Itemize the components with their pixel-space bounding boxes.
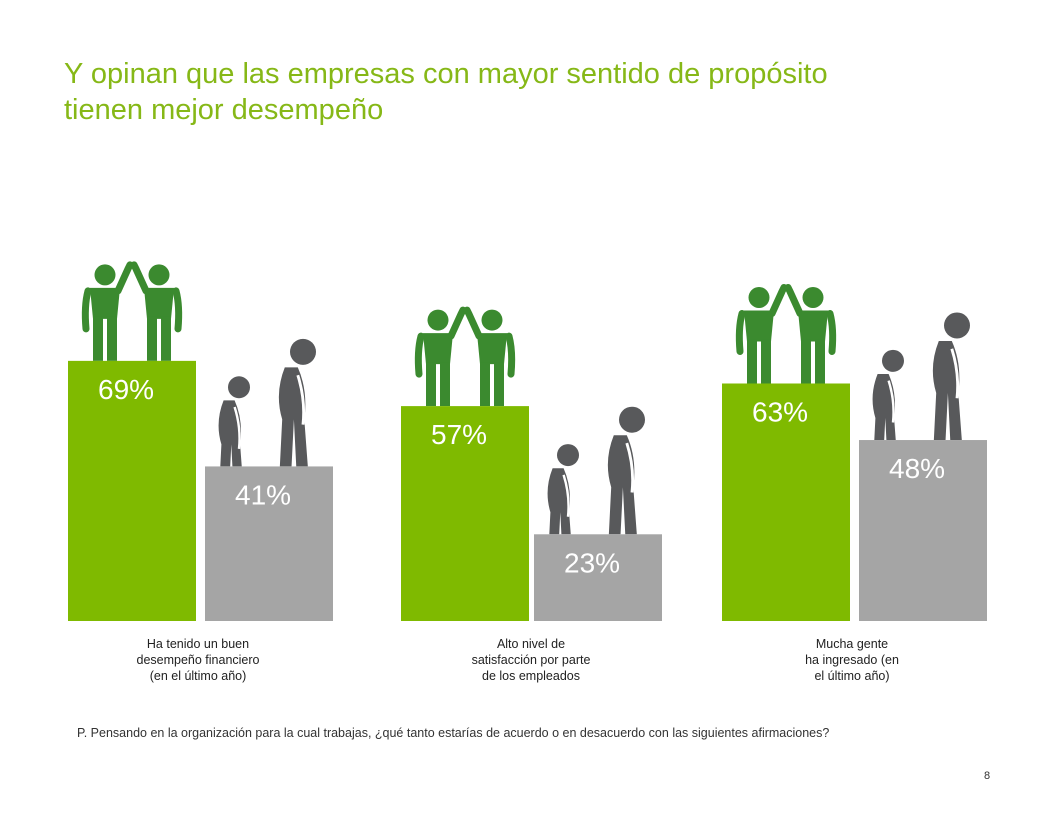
sad-people-icon xyxy=(872,312,970,441)
bar-low-1 xyxy=(205,466,333,621)
page-number: 8 xyxy=(984,770,991,782)
bar-high-3 xyxy=(722,383,850,621)
bar-low-label-1: 41% xyxy=(235,479,291,510)
bar-low-3 xyxy=(859,440,987,621)
survey-question-footnote: P. Pensando en la organización para la c… xyxy=(77,726,830,740)
high-five-people-icon xyxy=(414,306,516,407)
bar-high-2 xyxy=(401,406,529,621)
sad-people-icon xyxy=(547,406,645,535)
bar-high-label-3: 63% xyxy=(752,396,808,427)
bar-high-label-2: 57% xyxy=(431,419,487,450)
category-label-1: Ha tenido un buen desempeño financiero (… xyxy=(136,637,260,683)
title-line-1: Y opinan que las empresas con mayor sent… xyxy=(64,58,828,90)
bar-high-label-1: 69% xyxy=(98,374,154,405)
sad-people-icon xyxy=(218,338,316,467)
category-label-2: Alto nivel de satisfacción por parte de … xyxy=(471,637,591,683)
category-label-3: Mucha gente ha ingresado (en el último a… xyxy=(805,637,899,683)
bar-low-2 xyxy=(534,534,662,621)
bar-low-label-3: 48% xyxy=(889,453,945,484)
high-five-people-icon xyxy=(81,261,183,361)
bar-low-label-2: 23% xyxy=(564,547,620,578)
title-line-2: tienen mejor desempeño xyxy=(64,94,384,126)
page-title: Y opinan que las empresas con mayor sent… xyxy=(64,56,964,128)
high-five-people-icon xyxy=(735,283,837,384)
bar-high-1 xyxy=(68,360,196,621)
